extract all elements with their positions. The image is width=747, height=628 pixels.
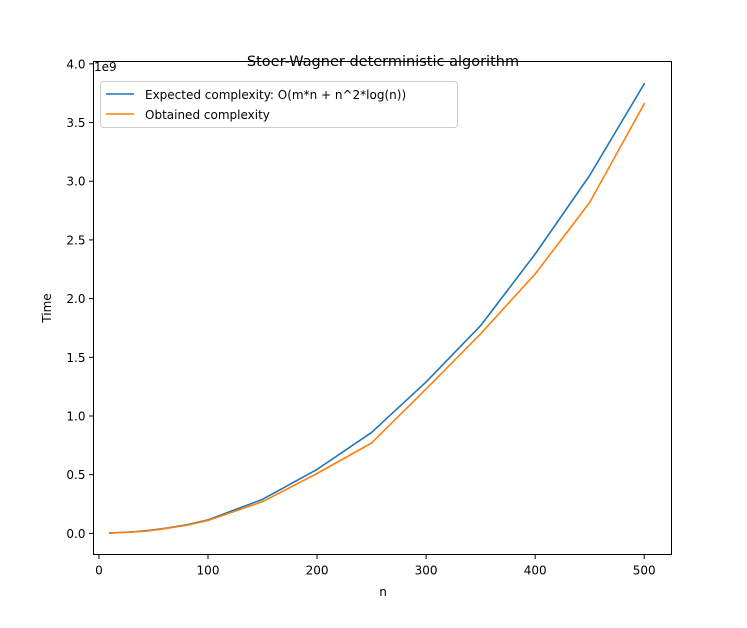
data-point-series-1 [261,500,264,503]
y-tick-label: 3.0 [66,175,85,189]
data-point-series-1 [425,388,427,390]
y-tick-label: 1.0 [66,409,85,423]
data-point-series-1 [185,524,187,527]
data-point-series-0 [534,253,536,255]
x-axis-label: n [379,585,387,599]
series-lines [109,82,646,534]
x-tick-label: 100 [197,564,220,578]
y-tick-label: 0.5 [66,468,85,482]
legend: Expected complexity: O(m*n + n^2*log(n))… [100,81,458,128]
y-tick-label: 2.5 [66,233,85,247]
data-point-series-1 [588,201,591,204]
data-point-series-1 [534,273,536,275]
x-tick-label: 500 [633,564,656,578]
data-point-series-0 [425,381,427,383]
x-tick-label: 0 [95,564,103,578]
x-tick-label: 300 [415,564,438,578]
x-axis: 0 100 200 300 400 500 [95,554,656,578]
y-axis: 0.0 0.5 1.0 1.5 2.0 2.5 3.0 3.5 4.0 [66,57,94,541]
data-point-series-0 [588,174,591,177]
y-tick-label: 3.5 [66,116,85,130]
y-axis-label: Time [40,293,54,323]
data-point-series-1 [316,472,318,475]
series-line-1 [109,102,646,534]
y-tick-label: 0.0 [66,527,85,541]
legend-label-obtained: Obtained complexity [145,108,270,122]
legend-label-expected: Expected complexity: O(m*n + n^2*log(n)) [145,88,406,102]
x-tick-label: 400 [524,564,547,578]
data-point-series-0 [479,324,482,327]
data-point-series-0 [261,498,264,501]
data-point-series-1 [207,519,209,522]
y-tick-label: 1.5 [66,351,85,365]
data-point-series-1 [147,530,149,532]
data-point-series-1 [643,102,646,105]
y-tick-label: 2.0 [66,292,85,306]
data-point-series-0 [316,468,318,471]
y-axis-offset-label: 1e9 [94,60,117,74]
legend-box [100,81,458,128]
plot-area-frame [93,61,672,555]
data-point-series-0 [370,431,373,434]
data-point-series-0 [643,83,646,85]
data-point-series-1 [163,527,166,530]
data-point-series-1 [479,333,482,335]
data-point-series-1 [130,531,133,533]
data-point-series-1 [109,532,111,534]
x-tick-label: 200 [306,564,329,578]
data-point-series-1 [370,442,373,444]
y-tick-label: 4.0 [66,57,85,71]
